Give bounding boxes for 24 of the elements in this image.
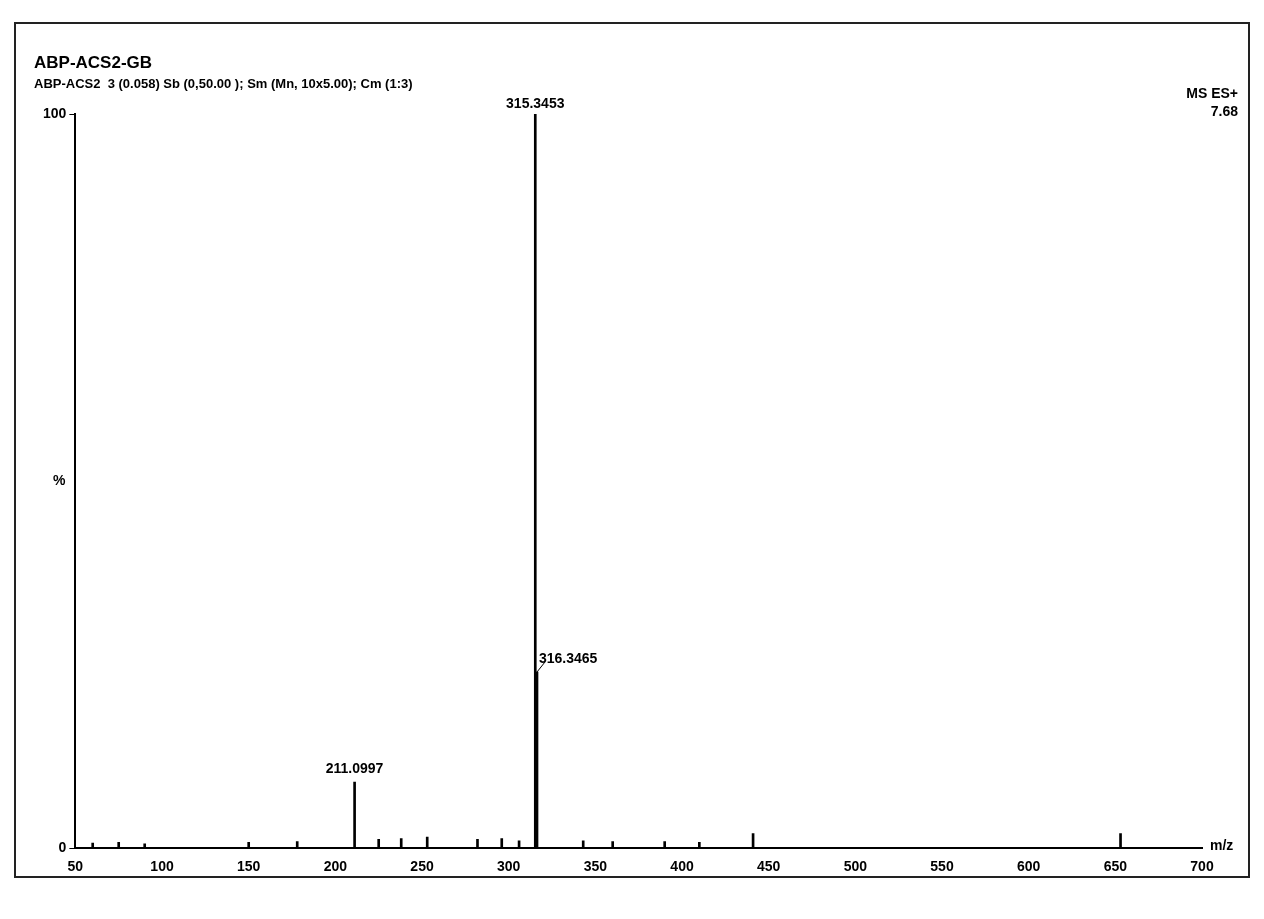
annotation: 211.0997: [325, 759, 384, 776]
x-tick-label: 600: [1016, 858, 1041, 875]
x-tick-label: 200: [323, 858, 348, 875]
x-tick-label: 550: [930, 858, 954, 875]
x-tick-label: 300: [497, 858, 521, 875]
chart-title: ABP-ACS2-GB: [34, 53, 153, 72]
x-tick-label: 700: [1190, 858, 1214, 875]
x-tick-label: 100: [150, 858, 174, 875]
y-axis-title: %: [52, 471, 66, 488]
x-tick-label: 350: [583, 858, 608, 875]
x-tick-label: 450: [757, 858, 781, 875]
annotation: 315.3453: [506, 94, 565, 111]
x-tick-label: 650: [1103, 858, 1128, 875]
chart-subtitle: ABP-ACS2 3 (0.058) Sb (0,50.00 ); Sm (Mn, 10x5.00); Cm (1:3): [34, 76, 413, 91]
y-tick-label: 0: [58, 839, 67, 856]
x-tick-label: 500: [843, 858, 868, 875]
text: MS ES+: [1186, 85, 1238, 101]
x-tick-label: 50: [67, 858, 84, 875]
annotation: 316.3465: [539, 649, 598, 666]
text: 7.68: [1210, 103, 1239, 119]
x-tick-label: 250: [410, 858, 434, 875]
x-tick-label: 150: [237, 858, 261, 875]
x-tick-label: 400: [670, 858, 694, 875]
x-axis-title: m/z: [1210, 837, 1234, 854]
